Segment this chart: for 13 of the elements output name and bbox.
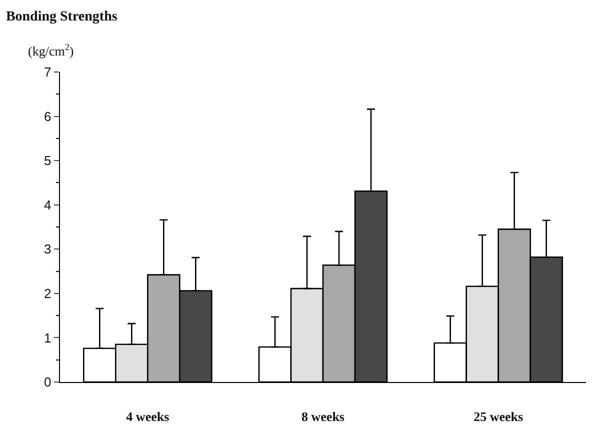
x-tick-label: 4 weeks — [126, 408, 170, 424]
y-tick-label: 5 — [44, 153, 52, 168]
y-tick-label: 2 — [44, 286, 52, 301]
y-tick-label: 6 — [44, 108, 52, 124]
y-tick-label: 7 — [44, 64, 52, 80]
y-tick-label: 0 — [44, 374, 52, 390]
chart-title: Bonding Strengths — [6, 10, 118, 25]
y-tick-label: 3 — [44, 242, 52, 257]
y-axis-title: (kg/cm$^{2}$) — [28, 42, 74, 58]
x-tick-label: 8 weeks — [302, 408, 344, 424]
x-tick-label: 25 weeks — [474, 408, 524, 424]
y-tick-label: 4 — [44, 197, 52, 212]
y-tick-label: 1 — [44, 330, 52, 346]
